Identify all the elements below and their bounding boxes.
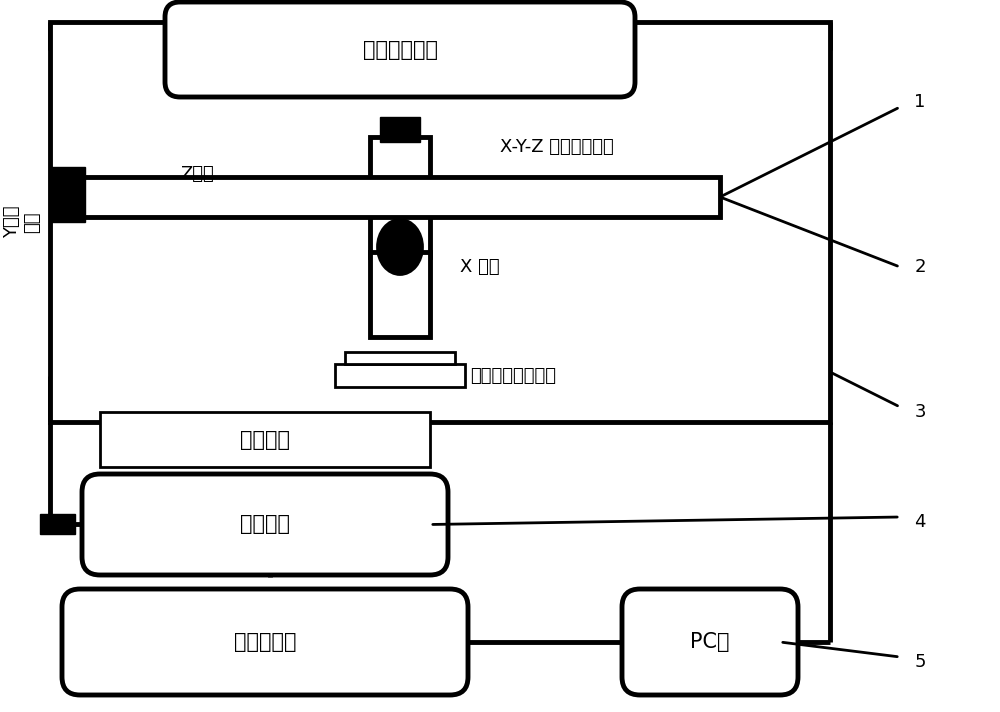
Bar [50, 167, 85, 222]
Text: X 方向: X 方向 [460, 258, 500, 276]
Text: 双模式检测传感器: 双模式检测传感器 [470, 367, 556, 385]
Bar [40, 514, 75, 534]
Text: 1: 1 [914, 93, 926, 111]
Text: Z方向: Z方向 [180, 165, 214, 183]
Bar [100, 412, 430, 467]
Text: 2: 2 [914, 258, 926, 276]
Text: X-Y-Z 三轴扫描台架: X-Y-Z 三轴扫描台架 [500, 138, 614, 156]
Ellipse shape [378, 219, 422, 275]
FancyBboxPatch shape [62, 589, 468, 695]
Text: 被检工件: 被检工件 [240, 429, 290, 449]
Text: 5: 5 [914, 653, 926, 671]
Text: PC机: PC机 [690, 632, 730, 652]
Bar [380, 117, 420, 142]
Text: Y方向
回转: Y方向 回转 [3, 206, 41, 239]
FancyBboxPatch shape [82, 474, 448, 575]
Bar [345, 352, 455, 364]
Bar [370, 137, 430, 257]
Text: 3: 3 [914, 403, 926, 421]
Text: 步进电机控制: 步进电机控制 [362, 39, 438, 60]
Bar [50, 22, 830, 422]
Text: 4: 4 [914, 513, 926, 531]
Text: 阻抗分析仪: 阻抗分析仪 [234, 632, 296, 652]
Bar [335, 364, 465, 387]
FancyBboxPatch shape [622, 589, 798, 695]
Text: 校准装置: 校准装置 [240, 515, 290, 535]
Bar [80, 177, 720, 217]
Bar [370, 252, 430, 337]
FancyBboxPatch shape [165, 2, 635, 97]
